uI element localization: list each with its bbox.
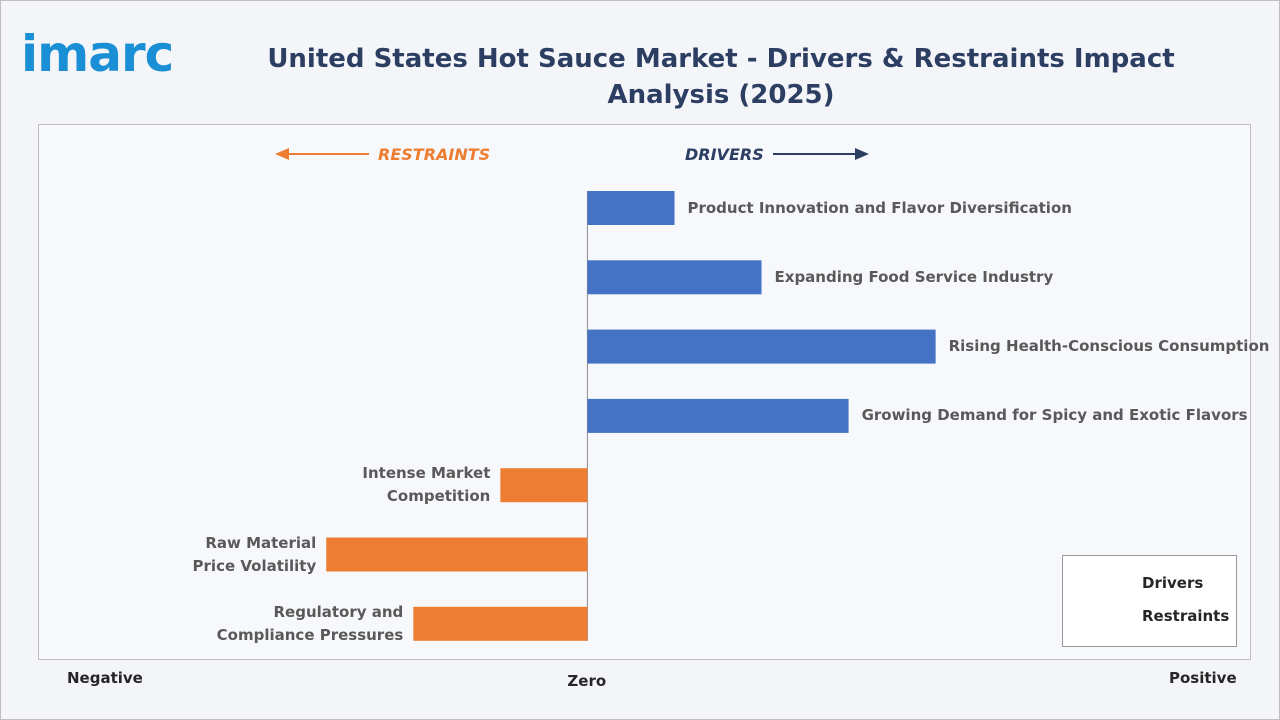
bar	[587, 398, 849, 433]
legend-label: Restraints	[1142, 606, 1230, 625]
category-label: Growing Demand for Spicy and Exotic Flav…	[861, 406, 1248, 425]
logo: imarc	[21, 25, 174, 83]
category-label: Product Innovation and Flavor Diversific…	[687, 198, 1072, 217]
bar	[587, 260, 762, 295]
bar	[587, 191, 675, 225]
bar	[500, 468, 588, 503]
legend	[1062, 555, 1237, 647]
bar	[326, 537, 588, 572]
legend-label: Drivers	[1142, 573, 1204, 592]
drivers-annotation: DRIVERS	[685, 145, 764, 164]
restraints-annotation: RESTRAINTS	[378, 145, 491, 164]
chart-title: United States Hot Sauce Market - Drivers…	[267, 44, 1175, 110]
category-label: Intense Market Competition	[362, 464, 491, 506]
category-label: Raw Material Price Volatility	[192, 533, 317, 575]
bar	[587, 329, 936, 364]
x-axis-label: Positive	[1169, 669, 1237, 687]
x-axis-label: Zero	[567, 672, 607, 690]
bar	[413, 606, 588, 641]
category-label: Regulatory and Compliance Pressures	[216, 602, 404, 644]
x-axis-label: Negative	[67, 669, 143, 687]
category-label: Expanding Food Service Industry	[774, 267, 1054, 286]
category-label: Rising Health-Conscious Consumption	[948, 337, 1270, 356]
